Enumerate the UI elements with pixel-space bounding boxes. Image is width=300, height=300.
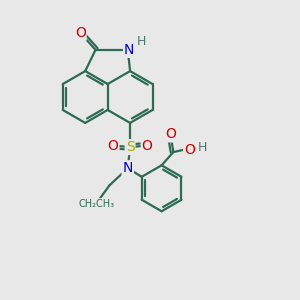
Text: H: H xyxy=(137,34,147,48)
Text: O: O xyxy=(108,139,118,153)
Text: O: O xyxy=(142,139,153,153)
Text: O: O xyxy=(165,128,176,141)
Text: H: H xyxy=(197,141,207,154)
Text: O: O xyxy=(75,26,86,40)
Text: S: S xyxy=(126,140,134,154)
Text: O: O xyxy=(184,143,195,157)
Text: N: N xyxy=(123,161,133,175)
Text: N: N xyxy=(124,43,134,57)
Text: CH₂CH₃: CH₂CH₃ xyxy=(78,199,114,208)
